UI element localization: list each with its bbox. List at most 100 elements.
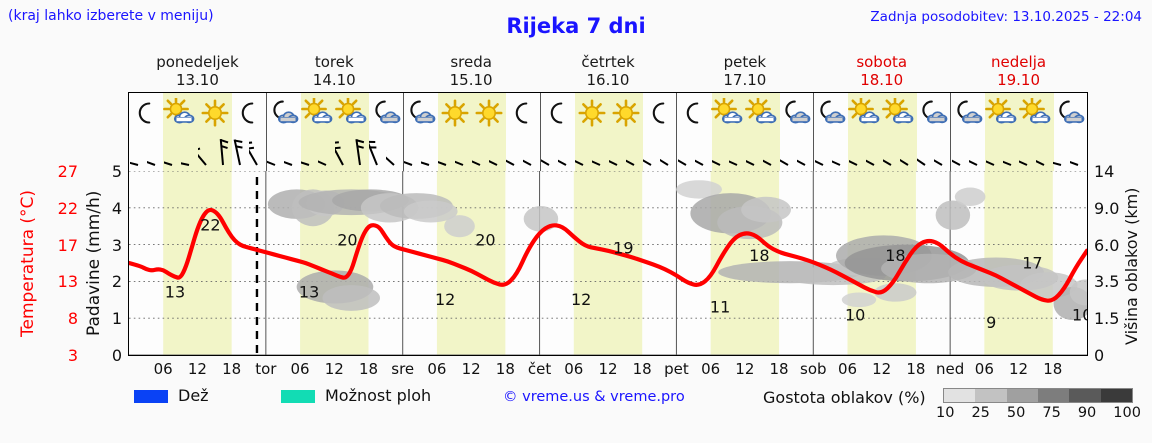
- day-header-četrtek: četrtek 16.10: [540, 53, 677, 89]
- moon-icon: [506, 93, 540, 133]
- cloud-density-step: [1037, 389, 1070, 402]
- x-tick-hour: 06: [837, 360, 858, 378]
- legend: Dež Možnost ploh © vreme.us & vreme.pro …: [128, 386, 1152, 430]
- chart-plot-area: 13 22 13 20 12 20 12 19 11 18 10 18 9 17 10: [129, 171, 1087, 355]
- x-tick-hour: 12: [324, 360, 344, 378]
- temperature-point-label: 12: [571, 290, 591, 309]
- wind-barb: [197, 133, 214, 171]
- showers-legend-label: Možnost ploh: [325, 386, 432, 405]
- day-name: ponedeljek: [156, 53, 239, 71]
- temperature-point-label: 12: [435, 290, 455, 309]
- sun-icon: [197, 93, 231, 133]
- x-tick-hour: 12: [735, 360, 755, 378]
- day-name: sobota: [856, 53, 908, 71]
- daylight-band: [573, 171, 643, 355]
- wind-barb: [506, 133, 523, 171]
- wind-barb: [985, 133, 1002, 171]
- day-name: četrtek: [581, 53, 635, 71]
- x-tick-day: ned: [936, 360, 965, 378]
- temperature-point-label: 11: [710, 298, 730, 317]
- x-tick-hour: 12: [187, 360, 207, 378]
- wind-barb: [386, 133, 403, 171]
- cloud-density-blob: [523, 205, 559, 232]
- chart-svg: 13 22 13 20 12 20 12 19 11 18 10 18 9 17 10: [129, 171, 1087, 355]
- x-tick-hour: 18: [1043, 360, 1063, 378]
- wind-barb: [404, 133, 421, 171]
- moon-icon: [232, 93, 266, 133]
- cloud-density-scale-value: 50: [1006, 405, 1026, 421]
- cloud-density-scale-numbers: 10 25 50 75 90 100: [936, 405, 1141, 421]
- copyright-link[interactable]: © vreme.us & vreme.pro: [503, 389, 685, 405]
- sun-icon: [472, 93, 506, 133]
- wind-barb: [814, 133, 831, 171]
- sun-cloud-icon: [985, 93, 1019, 133]
- cloud-density-blob: [322, 285, 380, 311]
- day-name: petek: [723, 53, 767, 71]
- wind-barb: [711, 133, 728, 171]
- x-tick-day: čet: [527, 360, 552, 378]
- wind-barb: [1070, 133, 1087, 171]
- cloud-density-scale-value: 100: [1113, 405, 1141, 421]
- temperature-point-label: 19: [613, 238, 633, 257]
- wind-barb: [625, 133, 642, 171]
- wind-barb: [728, 133, 745, 171]
- moon-icon: [643, 93, 677, 133]
- moon-cloud-icon: [404, 93, 438, 133]
- precipitation-tick: 4: [111, 198, 122, 218]
- showers-legend-swatch: [281, 390, 315, 403]
- sun-icon: [609, 93, 643, 133]
- wind-barb-row: [129, 133, 1087, 171]
- temperature-point-label: 20: [475, 231, 495, 250]
- weather-icon-row: [129, 93, 1087, 133]
- icon-group-torek: [265, 93, 403, 133]
- x-tick-day: sre: [391, 360, 415, 378]
- wind-barb: [796, 133, 813, 171]
- day-date: 19.10: [997, 71, 1041, 89]
- moon-cloud-icon: [369, 93, 403, 133]
- day-header-nedelja: nedelja 19.10: [950, 53, 1087, 89]
- cloud-density-step: [944, 389, 976, 402]
- day-date: 13.10: [175, 71, 219, 89]
- day-header-torek: torek 14.10: [266, 53, 403, 89]
- sun-cloud-icon: [848, 93, 882, 133]
- day-header-sobota: sobota 18.10: [813, 53, 950, 89]
- day-date: 17.10: [723, 71, 767, 89]
- wind-barb: [916, 133, 933, 171]
- wind-barb: [608, 133, 625, 171]
- moon-cloud-icon: [779, 93, 813, 133]
- wind-barb: [882, 133, 899, 171]
- precipitation-tick: 0: [111, 346, 122, 365]
- wind-group-sreda: [402, 133, 540, 171]
- wind-barb: [865, 133, 882, 171]
- x-tick-hour: 12: [1009, 360, 1029, 378]
- wind-barb: [762, 133, 779, 171]
- wind-barb: [779, 133, 796, 171]
- daylight-band: [163, 171, 232, 355]
- x-tick-hour: 06: [974, 360, 994, 378]
- cloud-density-label: Gostota oblakov (%): [763, 388, 926, 407]
- wind-group-četrtek: [539, 133, 677, 171]
- temperature-curve: [129, 207, 1087, 303]
- moon-icon: [541, 93, 575, 133]
- cloud-height-tick: 3.5: [1094, 272, 1120, 292]
- icon-group-sreda: [402, 93, 540, 133]
- last-update-timestamp: Zadnja posodobitev: 13.10.2025 - 22:04: [870, 9, 1142, 25]
- cloud-density-scale-value: 25: [971, 405, 990, 421]
- x-tick-hour: 06: [701, 360, 721, 378]
- day-date: 18.10: [860, 71, 904, 89]
- temperature-point-label: 22: [200, 215, 220, 234]
- moon-icon: [129, 93, 163, 133]
- sun-cloud-icon: [300, 93, 335, 133]
- day-header-ponedeljek: ponedeljek 13.10: [129, 53, 266, 89]
- icon-group-petek: [676, 93, 813, 133]
- day-header-sreda: sreda 15.10: [403, 53, 540, 89]
- wind-barb: [146, 133, 163, 171]
- day-name: torek: [314, 53, 354, 71]
- x-tick-hour: 12: [461, 360, 481, 378]
- wind-barb: [523, 133, 540, 171]
- x-tick-hour: 06: [564, 360, 584, 378]
- wind-barb: [249, 133, 266, 171]
- temperature-axis-title: Temperatura (°C): [18, 189, 38, 337]
- x-tick-hour: 18: [632, 360, 652, 378]
- cloud-height-tick: 0: [1094, 346, 1105, 365]
